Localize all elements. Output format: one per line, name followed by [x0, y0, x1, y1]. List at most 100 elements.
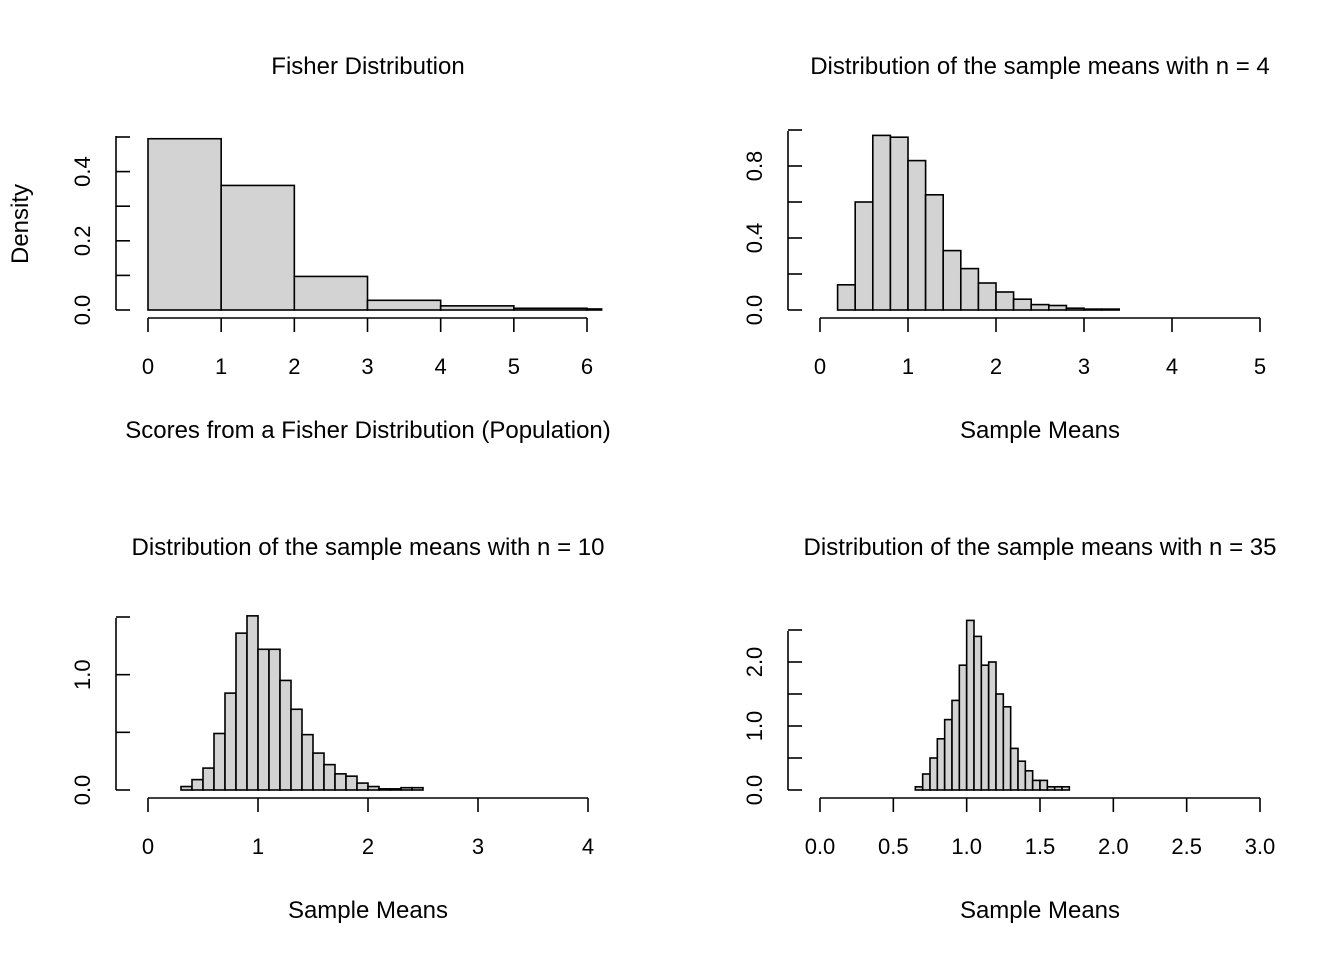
panel-sample-means-n35: Distribution of the sample means with n … [742, 534, 1276, 924]
histogram-bar [400, 786, 413, 791]
histogram-bar [907, 159, 927, 311]
x-tick-label: 4 [435, 354, 447, 379]
y-tick-label: 1.0 [742, 711, 767, 742]
histogram-bar [312, 752, 325, 791]
y-axis-label: Density [7, 184, 34, 264]
chart-title: Fisher Distribution [271, 53, 464, 80]
histogram-bar [1031, 779, 1041, 791]
histogram-bar [1065, 307, 1085, 311]
histogram-bar [965, 619, 975, 791]
x-tick-label: 0 [142, 834, 154, 859]
histogram-bar [1012, 298, 1032, 311]
x-axis-label: Sample Means [960, 897, 1120, 924]
histogram-bar [439, 305, 515, 311]
histogram-bar [1100, 308, 1120, 311]
histogram-bar [1030, 303, 1050, 311]
x-tick-label: 4 [582, 834, 594, 859]
x-tick-label: 1.0 [951, 834, 982, 859]
x-axis-label: Sample Means [288, 897, 448, 924]
y-tick-label: 0.4 [70, 156, 95, 187]
x-tick-label: 4 [1166, 354, 1178, 379]
histogram-bar [213, 732, 226, 791]
histogram-bar [889, 136, 909, 311]
histogram-bar [356, 782, 369, 791]
x-tick-label: 3.0 [1245, 834, 1276, 859]
x-tick-label: 1 [252, 834, 264, 859]
panel-sample-means-n10: Distribution of the sample means with n … [70, 534, 604, 924]
histogram-bar [977, 282, 997, 311]
histogram-bar [279, 679, 292, 791]
histogram-bar [1083, 308, 1103, 311]
y-tick-label: 0.2 [70, 226, 95, 257]
histogram-bar [995, 291, 1015, 311]
y-tick-label: 0.8 [742, 151, 767, 182]
histogram-bar [1002, 705, 1012, 791]
histogram-bar [1048, 304, 1068, 311]
histogram-bar [246, 615, 259, 791]
panel-sample-means-n4: Distribution of the sample means with n … [742, 53, 1270, 444]
histogram-bar [1053, 785, 1063, 791]
y-tick-label: 1.0 [70, 659, 95, 690]
chart-title: Distribution of the sample means with n … [810, 53, 1270, 80]
x-tick-label: 3 [1078, 354, 1090, 379]
x-axis-label: Sample Means [960, 417, 1120, 444]
histogram-bar [367, 785, 380, 791]
y-tick-label: 0.0 [742, 775, 767, 806]
histogram-bar [995, 693, 1005, 791]
histogram-bar [1046, 785, 1056, 791]
histogram-bar [951, 699, 961, 791]
histogram-bar [958, 664, 968, 791]
histogram-bar [854, 201, 874, 311]
chart-title: Distribution of the sample means with n … [132, 534, 605, 561]
panel-fisher-distribution: Fisher Distribution Scores from a Fisher… [7, 53, 611, 444]
histogram-bar [389, 788, 402, 791]
x-tick-label: 2.5 [1171, 834, 1202, 859]
x-tick-label: 6 [581, 354, 593, 379]
y-tick-label: 0.4 [742, 223, 767, 254]
histogram-bar [936, 737, 946, 791]
x-tick-label: 2 [288, 354, 300, 379]
x-tick-label: 3 [472, 834, 484, 859]
x-tick-label: 3 [361, 354, 373, 379]
histogram-bar [235, 632, 248, 791]
x-tick-label: 0 [814, 354, 826, 379]
y-tick-label: 0.0 [742, 295, 767, 326]
x-tick-label: 1 [902, 354, 914, 379]
histogram-bar [224, 692, 237, 791]
x-tick-label: 2 [990, 354, 1002, 379]
histogram-bar [871, 134, 892, 311]
histogram-bar [147, 137, 222, 311]
histogram-bar [268, 648, 281, 791]
histogram-bar [942, 249, 962, 311]
histogram-bar [301, 733, 314, 791]
histogram-bar [1039, 779, 1049, 791]
histogram-bar [378, 788, 391, 791]
histogram-bar [924, 194, 944, 311]
x-tick-label: 2 [362, 834, 374, 859]
histogram-bar [290, 708, 303, 791]
histogram-bar [1024, 769, 1034, 791]
histogram-bar [836, 283, 856, 311]
y-tick-label: 0.0 [70, 295, 95, 326]
histogram-bar [980, 664, 990, 791]
histogram-bar [366, 299, 442, 311]
histogram-bar [973, 635, 983, 791]
x-tick-label: 5 [508, 354, 520, 379]
x-tick-label: 5 [1254, 354, 1266, 379]
histogram-bar [513, 307, 588, 311]
histogram-bar [180, 785, 193, 791]
histogram-bar [921, 773, 931, 791]
histogram-bar [202, 767, 215, 791]
y-tick-label: 0.0 [70, 775, 95, 806]
histogram-bar [1017, 760, 1027, 791]
histogram-bar [586, 308, 603, 311]
x-tick-label: 0.0 [805, 834, 836, 859]
x-tick-label: 0 [142, 354, 154, 379]
histogram-bar [323, 763, 336, 791]
histogram-bar [345, 775, 358, 791]
x-tick-label: 1 [215, 354, 227, 379]
x-tick-label: 1.5 [1025, 834, 1056, 859]
histogram-bar [1061, 785, 1071, 791]
chart-title: Distribution of the sample means with n … [804, 534, 1277, 561]
